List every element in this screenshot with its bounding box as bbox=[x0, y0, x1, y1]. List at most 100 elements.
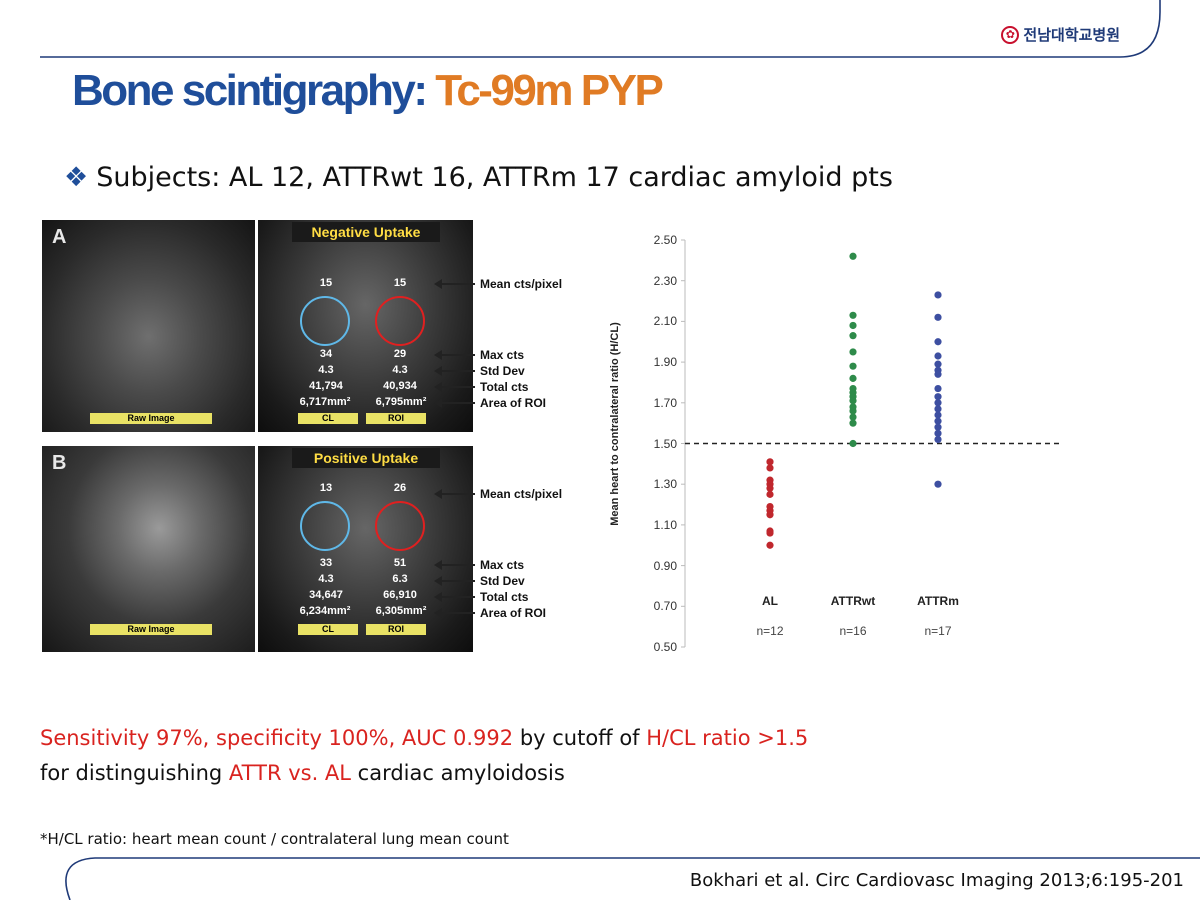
category-n-label: n=12 bbox=[756, 624, 784, 638]
category-label: ATTRm bbox=[917, 594, 959, 608]
annot-mean-a: Mean cts/pixel bbox=[480, 277, 563, 291]
y-tick-label: 0.50 bbox=[653, 640, 677, 654]
data-point-attrm bbox=[934, 429, 942, 437]
data-point-attrwt bbox=[849, 252, 857, 260]
total-roi-value: 40,934 bbox=[383, 380, 417, 392]
area-cl-value: 6,234mm² bbox=[299, 605, 351, 617]
mean-cl-value: 13 bbox=[319, 482, 333, 494]
footnote: *H/CL ratio: heart mean count / contrala… bbox=[40, 830, 509, 848]
positive-uptake-header: Positive Uptake bbox=[292, 448, 440, 468]
data-point-attrm bbox=[934, 360, 942, 368]
data-point-attrwt bbox=[849, 419, 857, 427]
mean-roi-value: 26 bbox=[393, 482, 407, 494]
arrow-max-b bbox=[434, 560, 475, 570]
data-point-al bbox=[766, 458, 774, 466]
data-point-attrm bbox=[934, 399, 942, 407]
distinguishing-suffix: cardiac amyloidosis bbox=[351, 761, 565, 785]
scan-a-raw-image: A Raw Image bbox=[42, 220, 255, 432]
std-cl-value: 4.3 bbox=[318, 573, 334, 585]
data-point-attrm bbox=[934, 417, 942, 425]
data-point-al bbox=[766, 541, 774, 549]
area-roi-value: 6,305mm² bbox=[375, 605, 427, 617]
data-point-attrm bbox=[934, 480, 942, 488]
data-point-attrm bbox=[934, 405, 942, 413]
annot-area-b: Area of ROI bbox=[480, 606, 547, 620]
data-point-al bbox=[766, 484, 774, 492]
slide-title-main: Bone scintigraphy: bbox=[72, 66, 436, 115]
data-point-attrm bbox=[934, 384, 942, 393]
cl-label: CL bbox=[298, 624, 358, 635]
data-point-attrm bbox=[934, 393, 942, 401]
max-roi-value: 29 bbox=[393, 348, 407, 360]
y-tick-label: 1.50 bbox=[653, 436, 677, 451]
scan-b-raw-image: B Raw Image bbox=[42, 446, 255, 652]
data-point-al bbox=[766, 464, 774, 472]
data-point-attrwt bbox=[849, 311, 857, 319]
raw-image-label: Raw Image bbox=[90, 413, 212, 424]
cl-label: CL bbox=[298, 413, 358, 424]
diamond-bullet-icon: ❖ bbox=[64, 162, 89, 193]
data-point-attrwt bbox=[849, 407, 857, 415]
data-point-attrm bbox=[934, 291, 942, 299]
annot-total-b: Total cts bbox=[480, 590, 529, 604]
data-point-attrwt bbox=[849, 413, 857, 421]
annot-max-a: Max cts bbox=[480, 348, 525, 362]
arrow-std-b bbox=[434, 576, 475, 586]
total-roi-value: 66,910 bbox=[383, 589, 417, 601]
arrow-max-a bbox=[434, 350, 475, 360]
y-tick-label: 1.10 bbox=[653, 517, 677, 532]
annot-total-a: Total cts bbox=[480, 380, 529, 394]
y-tick-label: 2.30 bbox=[653, 273, 677, 288]
data-point-attrwt bbox=[849, 348, 857, 356]
raw-image-label: Raw Image bbox=[90, 624, 212, 635]
y-tick-label: 1.90 bbox=[653, 355, 677, 370]
data-point-attrwt bbox=[849, 374, 857, 382]
heart-roi-circle bbox=[375, 501, 425, 551]
data-point-attrwt bbox=[849, 332, 857, 340]
metrics-text: Sensitivity 97%, specificity 100%, AUC 0… bbox=[40, 726, 514, 750]
cl-roi-circle bbox=[300, 296, 350, 346]
mean-roi-value: 15 bbox=[393, 277, 407, 289]
slide-title: Bone scintigraphy: Tc-99m PYP bbox=[72, 66, 664, 117]
data-point-attrwt bbox=[849, 321, 857, 330]
total-cl-value: 41,794 bbox=[309, 380, 343, 392]
distinguishing-prefix: for distinguishing bbox=[40, 761, 229, 785]
heart-roi-circle bbox=[375, 296, 425, 346]
panel-letter-b: B bbox=[52, 452, 67, 474]
max-cl-value: 34 bbox=[319, 348, 333, 360]
area-cl-value: 6,717mm² bbox=[299, 396, 351, 408]
area-roi-value: 6,795mm² bbox=[375, 396, 427, 408]
y-tick-label: 0.90 bbox=[653, 558, 677, 573]
data-point-al bbox=[766, 529, 774, 537]
annot-area-a: Area of ROI bbox=[480, 396, 547, 410]
arrow-total-a bbox=[434, 382, 475, 392]
annot-std-a: Std Dev bbox=[480, 364, 525, 378]
cl-roi-circle bbox=[300, 501, 350, 551]
arrow-mean-a bbox=[434, 279, 475, 289]
summary-line-1: Sensitivity 97%, specificity 100%, AUC 0… bbox=[40, 726, 808, 750]
data-point-attrm bbox=[934, 313, 942, 321]
slide-title-highlight: Tc-99m PYP bbox=[435, 66, 664, 115]
category-label: ATTRwt bbox=[830, 594, 876, 608]
panel-letter-a: A bbox=[52, 226, 67, 248]
attr-vs-al: ATTR vs. AL bbox=[228, 761, 351, 785]
hospital-name: 전남대학교병원 bbox=[1023, 26, 1120, 44]
std-roi-value: 4.3 bbox=[392, 364, 408, 376]
data-point-attrwt bbox=[849, 397, 857, 405]
category-n-label: n=17 bbox=[924, 624, 952, 638]
data-point-attrwt bbox=[849, 362, 857, 370]
subjects-text: Subjects: AL 12, ATTRwt 16, ATTRm 17 car… bbox=[96, 162, 893, 193]
data-point-al bbox=[766, 490, 774, 498]
negative-uptake-header: Negative Uptake bbox=[292, 222, 440, 242]
max-roi-value: 51 bbox=[393, 557, 407, 569]
arrow-mean-b bbox=[434, 489, 475, 499]
roi-label: ROI bbox=[366, 413, 426, 424]
y-tick-label: 2.10 bbox=[653, 314, 677, 329]
scan-a-roi-image: Negative Uptake 15 15 34 29 4.3 4.3 41,7… bbox=[258, 220, 473, 432]
roi-label: ROI bbox=[366, 624, 426, 635]
summary-line-2: for distinguishing ATTR vs. AL cardiac a… bbox=[40, 761, 565, 785]
citation: Bokhari et al. Circ Cardiovasc Imaging 2… bbox=[689, 870, 1184, 891]
data-point-attrm bbox=[934, 352, 942, 360]
data-point-attrwt bbox=[849, 439, 857, 448]
